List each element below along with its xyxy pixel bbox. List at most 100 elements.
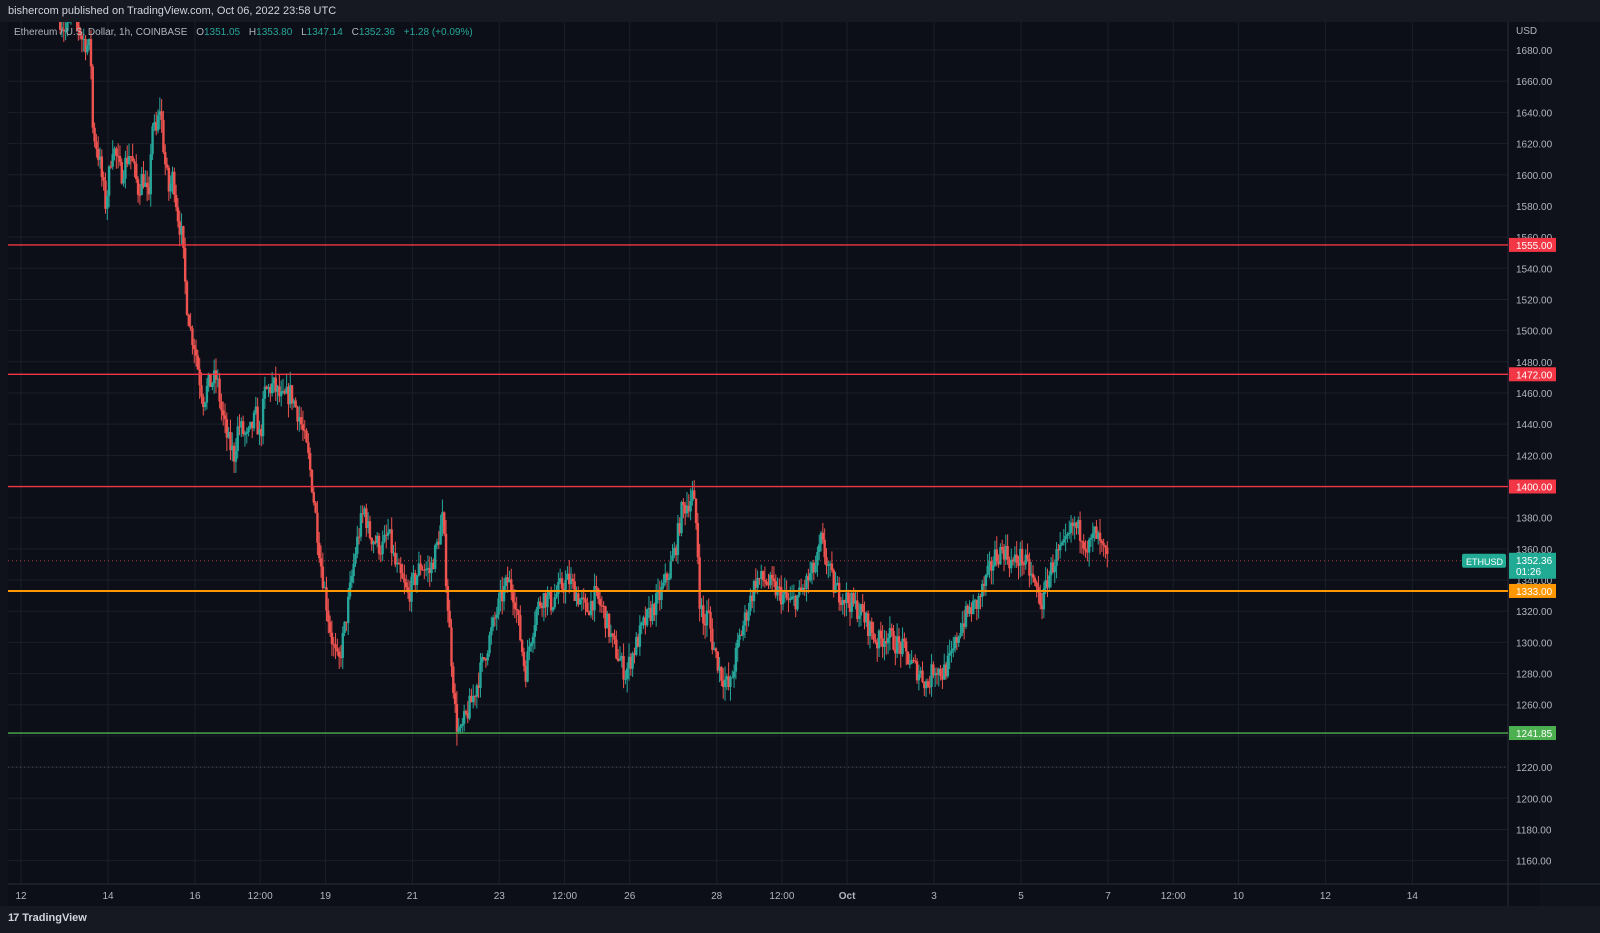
candle-down [118,155,122,162]
candle-down [615,639,618,659]
candle-down [560,578,564,589]
candle-up [1091,533,1094,539]
x-tick-label: 19 [320,891,332,902]
y-tick-label: 1640.00 [1516,108,1553,119]
candle-down [658,590,662,600]
candle-up [667,578,671,580]
candle-down [720,666,723,681]
candle-up [669,561,672,579]
candle-up [723,679,727,688]
candle-up [111,154,114,167]
candle-up [298,417,301,422]
candle-up [1097,532,1100,539]
x-tick-label: 12:00 [248,891,273,902]
candle-down [1001,547,1004,550]
candle-up [1060,542,1064,545]
candle-up [372,541,375,545]
tradingview-logo[interactable]: 17 TradingView [8,912,87,924]
candle-down [1075,522,1078,529]
candle-down [866,613,870,637]
footer-bar: 17 TradingView [0,906,1600,933]
symbol-legend[interactable]: Ethereum / U.S. Dollar, 1h, COINBASE O13… [14,27,473,38]
candle-down [1031,573,1035,578]
candle-up [60,29,64,31]
candle-down [839,602,843,605]
x-tick-label: 26 [624,891,636,902]
candle-up [258,429,261,435]
candle-down [126,157,129,164]
candle-down [906,651,910,665]
candle-up [908,663,912,665]
candle-down [921,670,924,682]
candle-down [330,632,334,644]
candle-up [1053,565,1056,573]
candle-up [620,655,623,660]
candle-down [522,652,526,667]
candle-down [745,612,748,621]
candle-down [607,613,611,637]
candle-down [336,648,339,652]
candle-up [968,607,971,614]
candle-up [1073,522,1076,527]
candle-down [955,637,959,643]
candle-up [267,386,270,389]
candle-up [249,421,252,428]
candle-down [970,607,973,615]
candle-down [598,598,602,606]
candle-down [450,627,453,667]
candle-down [665,573,669,580]
level-price-tag [1509,237,1556,252]
candle-down [365,508,368,528]
candle-down [1040,604,1044,610]
price-chart[interactable]: USD1160.001180.001200.001220.001240.0012… [8,22,1600,906]
candle-down [337,651,341,657]
candle-down [693,490,696,499]
symbol-tag-label: ETHUSD [1466,557,1504,567]
candle-down [1106,547,1109,555]
y-tick-label: 1460.00 [1516,389,1553,400]
candle-up [263,386,267,399]
candle-up [910,660,913,664]
candle-down [138,194,142,196]
symbol-name[interactable]: Ethereum / U.S. Dollar, 1h, COINBASE [14,27,188,38]
candle-up [575,593,578,602]
candle-down [876,641,879,649]
candle-up [243,433,247,435]
candle-up [457,728,460,732]
candle-down [653,603,656,616]
candle-up [865,613,868,623]
candle-up [323,587,326,589]
close-value: 1352.36 [358,27,395,38]
candle-down [164,152,167,165]
candle-down [357,536,361,538]
candle-up [645,609,649,626]
chart-area[interactable]: USD1160.001180.001200.001220.001240.0012… [8,22,1600,906]
candle-up [631,653,634,669]
y-tick-label: 1620.00 [1516,140,1553,151]
candle-down [334,644,337,649]
candle-down [1002,549,1006,560]
candle-down [223,415,227,420]
candle-down [162,119,165,153]
candle-down [1015,554,1018,563]
candle-up [212,370,216,384]
x-tick-label: 12:00 [769,891,794,902]
candle-down [299,417,303,425]
candle-up [654,593,658,616]
candle-down [716,651,719,671]
change-value: +1.28 (+0.09%) [403,27,473,38]
candle-up [149,154,152,195]
candle-down [327,610,330,622]
candle-down [765,581,768,585]
candle-up [792,596,796,598]
candle-up [376,535,379,544]
candle-up [886,637,890,644]
candle-down [222,410,225,416]
candle-down [414,573,417,585]
candle-down [437,541,440,545]
candle-down [102,177,105,181]
candle-up [756,577,759,588]
candle-up [481,657,484,663]
candle-up [972,600,975,615]
candle-up [151,126,154,155]
